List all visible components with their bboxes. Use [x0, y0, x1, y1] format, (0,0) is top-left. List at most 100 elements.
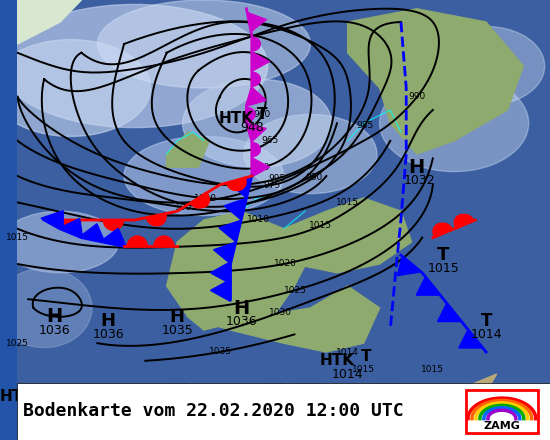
Text: 1015: 1015 [352, 365, 375, 374]
Text: 1035: 1035 [208, 348, 232, 356]
Polygon shape [213, 242, 236, 264]
Text: T: T [257, 107, 268, 122]
Polygon shape [211, 262, 230, 284]
Polygon shape [459, 330, 483, 348]
Text: 990: 990 [409, 92, 426, 101]
Text: HTK: HTK [320, 353, 355, 368]
Polygon shape [104, 220, 123, 230]
Text: 1025: 1025 [6, 339, 29, 348]
Polygon shape [348, 9, 524, 154]
Text: 948: 948 [240, 121, 263, 134]
Polygon shape [188, 286, 380, 352]
Polygon shape [224, 198, 246, 220]
Polygon shape [252, 158, 270, 177]
Text: 970: 970 [252, 163, 270, 172]
Polygon shape [211, 279, 230, 301]
Polygon shape [246, 123, 266, 141]
Polygon shape [416, 277, 440, 295]
Text: 1014: 1014 [470, 328, 502, 341]
Polygon shape [252, 37, 260, 51]
Polygon shape [252, 72, 260, 86]
Polygon shape [438, 303, 461, 322]
Polygon shape [398, 256, 421, 276]
Ellipse shape [379, 75, 529, 172]
Text: 1014: 1014 [336, 348, 359, 356]
Text: 1025: 1025 [166, 383, 189, 392]
Polygon shape [59, 218, 82, 238]
Text: Bodenkarte vom 22.02.2020 12:00 UTC: Bodenkarte vom 22.02.2020 12:00 UTC [23, 403, 404, 420]
Text: 1035: 1035 [161, 323, 193, 337]
Text: HTK: HTK [0, 389, 35, 403]
Text: 1014: 1014 [332, 367, 364, 381]
Text: 1010: 1010 [247, 215, 270, 224]
Polygon shape [434, 224, 452, 238]
Ellipse shape [2, 211, 119, 273]
Text: 1030: 1030 [155, 400, 178, 409]
Polygon shape [167, 132, 209, 167]
Text: H: H [47, 307, 63, 326]
Polygon shape [227, 177, 245, 190]
Ellipse shape [124, 136, 284, 216]
Text: H: H [409, 158, 425, 177]
Polygon shape [167, 211, 310, 330]
Text: 980: 980 [306, 172, 323, 182]
Polygon shape [252, 143, 260, 157]
Text: ZAMG: ZAMG [483, 421, 520, 431]
Text: HTK: HTK [218, 111, 254, 126]
Text: 985: 985 [356, 121, 373, 130]
Text: T: T [361, 349, 372, 364]
Polygon shape [219, 220, 241, 242]
Ellipse shape [427, 26, 544, 106]
Text: 965: 965 [262, 136, 279, 145]
Text: 1032: 1032 [404, 174, 436, 187]
Text: 960: 960 [254, 110, 271, 119]
Polygon shape [61, 220, 80, 230]
FancyBboxPatch shape [18, 383, 550, 440]
Text: 995: 995 [268, 174, 285, 183]
Text: H: H [233, 298, 249, 318]
Text: 1036: 1036 [39, 323, 70, 337]
Polygon shape [155, 237, 173, 246]
Text: 1025: 1025 [262, 383, 284, 392]
Text: 1020: 1020 [274, 259, 296, 268]
Polygon shape [41, 211, 63, 231]
Text: H: H [170, 308, 185, 326]
Text: 1015: 1015 [309, 221, 332, 231]
Polygon shape [229, 176, 252, 198]
Text: 1015: 1015 [428, 262, 459, 275]
Ellipse shape [97, 0, 310, 88]
Polygon shape [128, 237, 147, 246]
Text: T: T [480, 312, 492, 330]
FancyBboxPatch shape [466, 390, 538, 433]
Ellipse shape [244, 114, 377, 194]
Polygon shape [246, 107, 255, 121]
Polygon shape [147, 213, 166, 225]
Polygon shape [252, 52, 270, 71]
Text: 1036: 1036 [226, 315, 257, 328]
Text: 1000: 1000 [194, 194, 217, 202]
Text: 1020: 1020 [379, 383, 402, 392]
Polygon shape [247, 12, 266, 32]
Ellipse shape [183, 79, 332, 167]
Text: 1005: 1005 [175, 203, 198, 213]
Polygon shape [101, 228, 126, 247]
Polygon shape [18, 0, 81, 44]
Text: 1030: 1030 [70, 392, 93, 400]
Text: 1030: 1030 [268, 308, 292, 317]
Polygon shape [284, 198, 411, 273]
Ellipse shape [0, 268, 92, 348]
Polygon shape [79, 224, 105, 242]
Text: 1015: 1015 [336, 198, 359, 207]
Polygon shape [71, 374, 497, 431]
Text: H: H [101, 312, 115, 330]
Ellipse shape [0, 40, 151, 136]
Text: T: T [437, 246, 450, 264]
Text: 1036: 1036 [92, 328, 124, 341]
Text: 1020: 1020 [299, 383, 322, 392]
Ellipse shape [2, 4, 268, 128]
Text: 1015: 1015 [6, 233, 29, 242]
Text: 1025: 1025 [284, 286, 307, 294]
Text: 975: 975 [263, 180, 280, 190]
Text: 1015: 1015 [421, 365, 444, 374]
Polygon shape [246, 88, 266, 106]
